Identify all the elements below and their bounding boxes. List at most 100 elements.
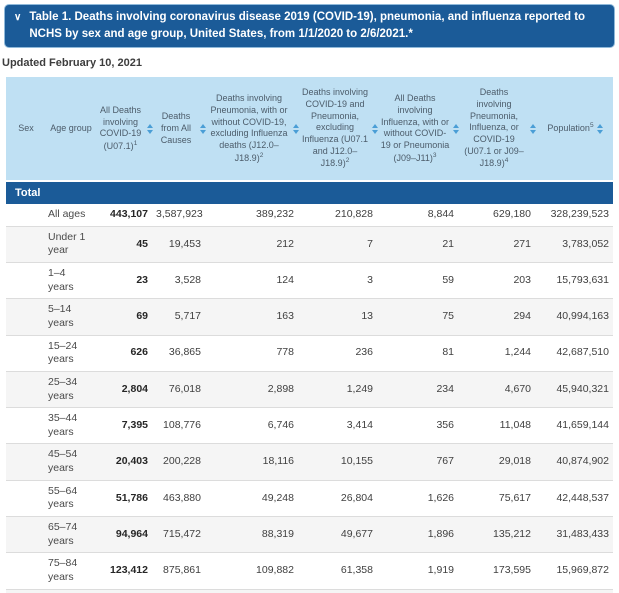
table-row: 55–64 years 51,786 463,880 49,248 26,804… [6,480,613,518]
covid-pneumonia-deaths-cell: 13 [300,298,379,336]
footnote-superscript: 5 [589,122,594,130]
age-group-cell: All ages [46,204,96,227]
influenza-deaths-cell: 8,844 [379,204,460,227]
pneumonia-deaths-cell: 88,319 [207,516,300,554]
sort-icon[interactable] [453,123,459,134]
all-causes-cell: 200,228 [154,443,207,481]
footnote-superscript: 4 [504,157,509,165]
chevron-down-icon[interactable]: ∨ [14,12,22,23]
population-cell: 15,969,872 [537,552,613,590]
sort-icon[interactable] [530,123,536,134]
pneumonia-deaths-cell: 109,882 [207,552,300,590]
table-row: 25–34 years 2,804 76,018 2,898 1,249 234… [6,371,613,409]
covid-deaths-cell: 23 [96,262,154,300]
population-cell: 3,783,052 [537,226,613,264]
age-group-cell: 5–14 years [46,298,96,336]
influenza-deaths-cell: 1,896 [379,516,460,554]
influenza-deaths-cell: 356 [379,407,460,445]
pneumonia-deaths-cell: 212 [207,226,300,264]
age-group-cell: 1–4 years [46,262,96,300]
age-group-cell: 25–34 years [46,371,96,409]
col-header-age-group: Age group [46,77,96,182]
all-causes-cell: 5,717 [154,298,207,336]
col-header-all-causes[interactable]: Deaths from All Causes [154,77,207,182]
influenza-deaths-cell: 75 [379,298,460,336]
pneumonia-deaths-cell: 778 [207,335,300,372]
table-title: Table 1. Deaths involving coronavirus di… [29,11,586,40]
sex-cell [6,407,46,445]
age-group-cell: 35–44 years [46,407,96,445]
pic-deaths-cell: 1,244 [460,335,537,372]
col-header-pneumonia-deaths[interactable]: Deaths involving Pneumonia, with or with… [207,77,300,182]
age-group-cell: 45–54 years [46,443,96,481]
influenza-deaths-cell: 767 [379,443,460,481]
sort-icon[interactable] [596,123,603,134]
covid-deaths-cell: 123,412 [96,552,154,590]
col-label: Deaths involving Pneumonia, Influenza, o… [464,87,524,169]
footnote-superscript: 3 [432,151,437,159]
all-causes-cell: 1,082,125 [154,589,207,593]
table-row: All ages 443,107 3,587,923 389,232 210,8… [6,204,613,227]
all-causes-cell: 108,776 [154,407,207,445]
col-header-covid-and-pneumonia-deaths[interactable]: Deaths involving COVID-19 and Pneumonia,… [300,77,379,182]
sex-cell [6,335,46,372]
covid-pneumonia-deaths-cell: 236 [300,335,379,372]
col-header-pneumonia-influenza-covid-deaths[interactable]: Deaths involving Pneumonia, Influenza, o… [460,77,537,182]
sex-cell [6,589,46,593]
col-header-influenza-deaths[interactable]: All Deaths involving Influenza, with or … [379,77,460,182]
covid-pneumonia-deaths-cell: 3 [300,262,379,300]
pic-deaths-cell: 4,670 [460,371,537,409]
all-causes-cell: 3,528 [154,262,207,300]
table-row: 45–54 years 20,403 200,228 18,116 10,155… [6,443,613,481]
col-label: Population [547,123,590,134]
population-cell: 6,604,958 [537,589,613,593]
age-group-cell: 15–24 years [46,335,96,372]
sort-icon[interactable] [200,123,206,134]
pneumonia-deaths-cell: 163 [207,298,300,336]
population-cell: 328,239,523 [537,204,613,227]
pneumonia-deaths-cell: 112,746 [207,589,300,593]
covid-deaths-cell: 51,786 [96,480,154,518]
pic-deaths-cell: 75,617 [460,480,537,518]
pic-deaths-cell: 629,180 [460,204,537,227]
age-group-cell: 85 years and over [46,589,96,593]
covid-pneumonia-deaths-cell: 10,155 [300,443,379,481]
covid-pneumonia-deaths-cell: 7 [300,226,379,264]
pic-deaths-cell: 203 [460,262,537,300]
footnote-superscript: 2 [259,151,264,159]
table-header: Sex Age group All Deaths involving COVID… [6,77,613,182]
age-group-cell: 55–64 years [46,480,96,518]
pneumonia-deaths-cell: 6,746 [207,407,300,445]
col-label: Age group [50,122,92,133]
population-cell: 41,659,144 [537,407,613,445]
sort-icon[interactable] [147,123,153,134]
covid-deaths-cell: 45 [96,226,154,264]
covid-deaths-cell: 69 [96,298,154,336]
pic-deaths-cell: 198,008 [460,589,537,593]
pneumonia-deaths-cell: 389,232 [207,204,300,227]
covid-deaths-cell: 443,107 [96,204,154,227]
table-accordion-header[interactable]: ∨ Table 1. Deaths involving coronavirus … [4,4,615,49]
col-label: All Deaths involving Influenza, with or … [380,93,450,163]
sort-icon[interactable] [293,123,299,134]
covid-deaths-cell: 20,403 [96,443,154,481]
pic-deaths-cell: 294 [460,298,537,336]
sex-cell [6,516,46,554]
covid-deaths-cell: 626 [96,335,154,372]
sex-cell [6,443,46,481]
col-label: Deaths involving Pneumonia, with or with… [210,93,288,163]
pneumonia-deaths-cell: 18,116 [207,443,300,481]
deaths-table: Sex Age group All Deaths involving COVID… [6,77,613,593]
col-header-covid-deaths[interactable]: All Deaths involving COVID-19 (U07.1)1 [96,77,154,182]
col-header-population[interactable]: Population5 [537,77,613,182]
sort-icon[interactable] [372,123,378,134]
section-row-total: Total [6,180,613,205]
all-causes-cell: 76,018 [154,371,207,409]
population-cell: 40,874,902 [537,443,613,481]
all-causes-cell: 3,587,923 [154,204,207,227]
covid-pneumonia-deaths-cell: 1,249 [300,371,379,409]
covid-deaths-cell: 7,395 [96,407,154,445]
col-label: All Deaths involving COVID-19 (U07.1) [99,104,142,151]
pic-deaths-cell: 29,018 [460,443,537,481]
influenza-deaths-cell: 1,919 [379,552,460,590]
